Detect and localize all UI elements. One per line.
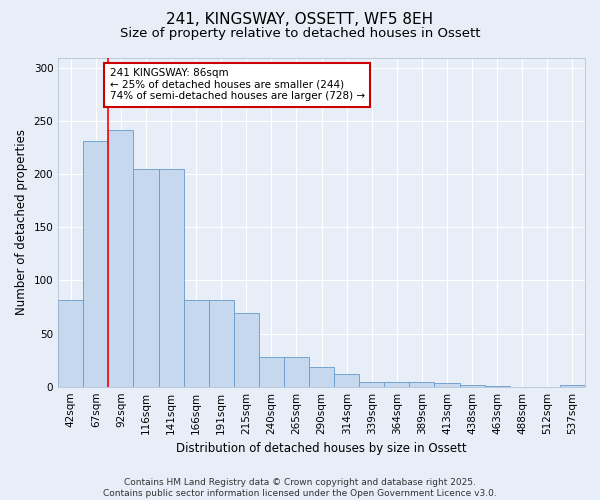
Bar <box>184 300 209 386</box>
Bar <box>259 357 284 386</box>
Bar <box>334 374 359 386</box>
Bar <box>234 314 259 386</box>
X-axis label: Distribution of detached houses by size in Ossett: Distribution of detached houses by size … <box>176 442 467 455</box>
Bar <box>309 366 334 386</box>
Bar <box>284 357 309 386</box>
Y-axis label: Number of detached properties: Number of detached properties <box>15 129 28 315</box>
Text: 241 KINGSWAY: 86sqm
← 25% of detached houses are smaller (244)
74% of semi-detac: 241 KINGSWAY: 86sqm ← 25% of detached ho… <box>110 68 365 102</box>
Text: Size of property relative to detached houses in Ossett: Size of property relative to detached ho… <box>120 28 480 40</box>
Bar <box>385 382 409 386</box>
Bar <box>434 384 460 386</box>
Bar <box>58 300 83 386</box>
Bar <box>460 384 485 386</box>
Bar <box>409 382 434 386</box>
Bar <box>209 300 234 386</box>
Text: 241, KINGSWAY, OSSETT, WF5 8EH: 241, KINGSWAY, OSSETT, WF5 8EH <box>166 12 434 28</box>
Bar <box>83 142 109 386</box>
Bar <box>158 169 184 386</box>
Text: Contains HM Land Registry data © Crown copyright and database right 2025.
Contai: Contains HM Land Registry data © Crown c… <box>103 478 497 498</box>
Bar <box>359 382 385 386</box>
Bar <box>109 130 133 386</box>
Bar <box>133 169 158 386</box>
Bar <box>560 384 585 386</box>
